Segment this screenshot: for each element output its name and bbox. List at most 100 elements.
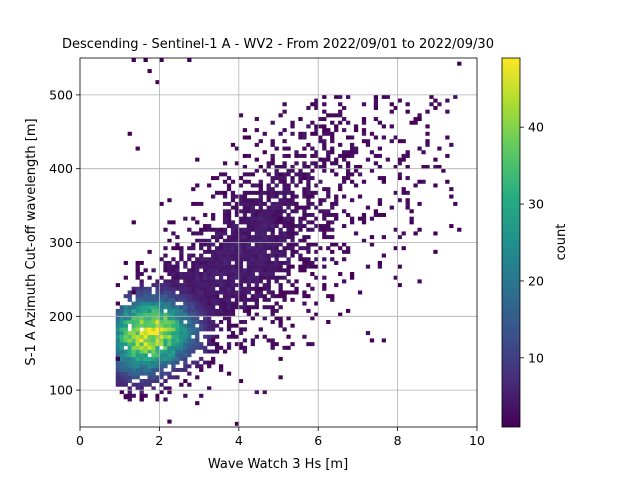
heatmap-cell — [175, 308, 180, 313]
heatmap-cell — [222, 279, 228, 284]
heatmap-cell — [266, 183, 271, 188]
heatmap-cell — [163, 371, 168, 376]
colorbar-gradient — [501, 57, 521, 428]
heatmap-cell — [397, 157, 402, 162]
heatmap-cell — [115, 382, 120, 387]
heatmap-cell — [266, 238, 271, 243]
heatmap-cell — [334, 201, 339, 206]
heatmap-cell — [199, 227, 204, 232]
heatmap-cell — [322, 109, 327, 114]
heatmap-cell — [203, 345, 208, 350]
heatmap-cell — [389, 139, 394, 144]
heatmap-cell — [250, 201, 255, 206]
heatmap-cell — [274, 212, 279, 217]
heatmap-cell — [242, 305, 248, 310]
heatmap-cell — [218, 286, 224, 291]
heatmap-cell — [226, 316, 232, 321]
heatmap-cell — [345, 161, 351, 166]
heatmap-cell — [135, 360, 140, 365]
heatmap-cell — [226, 257, 232, 262]
heatmap-cell — [167, 272, 172, 277]
heatmap-cell — [203, 301, 208, 306]
heatmap-cell — [298, 220, 303, 225]
heatmap-cell — [131, 382, 136, 387]
heatmap-cell — [254, 212, 259, 217]
heatmap-cell — [338, 109, 343, 114]
heatmap-cell — [322, 231, 327, 236]
heatmap-cell — [155, 345, 160, 350]
heatmap-cell — [226, 286, 232, 291]
heatmap-cell — [258, 238, 263, 243]
heatmap-cell — [159, 283, 164, 288]
heatmap-cell — [258, 246, 263, 251]
heatmap-cell — [254, 301, 259, 306]
heatmap-cell — [238, 209, 244, 214]
heatmap-cell — [322, 139, 327, 144]
heatmap-cell — [171, 231, 176, 236]
heatmap-cell — [306, 283, 311, 288]
heatmap-cell — [262, 220, 267, 225]
heatmap-cell — [330, 150, 335, 155]
heatmap-cell — [131, 360, 136, 365]
heatmap-cell — [218, 275, 224, 280]
heatmap-cell — [290, 323, 295, 328]
heatmap-cell — [115, 375, 120, 380]
heatmap-cell — [254, 238, 259, 243]
heatmap-cell — [290, 342, 295, 347]
heatmap-cell — [282, 235, 287, 240]
heatmap-cell — [203, 360, 208, 365]
heatmap-cell — [286, 290, 291, 295]
heatmap-cell — [302, 235, 307, 240]
heatmap-cell — [254, 312, 259, 317]
heatmap-cell — [175, 334, 180, 339]
heatmap-cell — [183, 312, 188, 317]
heatmap-cell — [361, 117, 367, 122]
heatmap-cell — [214, 227, 220, 232]
heatmap-cell — [286, 168, 291, 173]
heatmap-cell — [159, 294, 164, 299]
heatmap-cell — [349, 272, 355, 277]
heatmap-cell — [191, 275, 196, 280]
heatmap-cell — [254, 297, 259, 302]
heatmap-cell — [175, 360, 180, 365]
heatmap-cell — [266, 275, 271, 280]
heatmap-cell — [353, 124, 359, 129]
heatmap-cell — [266, 212, 271, 217]
heatmap-cell — [310, 161, 315, 166]
heatmap-cell — [326, 212, 331, 217]
heatmap-cell — [290, 253, 295, 258]
heatmap-cell — [433, 231, 438, 236]
heatmap-cell — [218, 268, 224, 273]
heatmap-cell — [187, 353, 192, 358]
heatmap-cell — [254, 268, 259, 273]
heatmap-cell — [167, 375, 172, 380]
heatmap-cell — [135, 264, 140, 269]
heatmap-cell — [250, 268, 255, 273]
heatmap-cell — [345, 168, 351, 173]
heatmap-cell — [175, 268, 180, 273]
heatmap-cell — [322, 216, 327, 221]
heatmap-cell — [373, 161, 379, 166]
heatmap-cell — [195, 257, 200, 262]
heatmap-cell — [254, 190, 259, 195]
heatmap-cell — [211, 194, 216, 199]
heatmap-cell — [282, 231, 287, 236]
heatmap-cell — [207, 386, 212, 391]
heatmap-cell — [214, 246, 220, 251]
heatmap-cell — [214, 190, 220, 195]
heatmap-cell — [270, 220, 275, 225]
heatmap-cell — [214, 176, 220, 181]
heatmap-cell — [183, 360, 188, 365]
heatmap-cell — [159, 257, 164, 262]
heatmap-cell — [179, 257, 184, 262]
heatmap-cell — [131, 327, 136, 332]
heatmap-cell — [211, 327, 216, 332]
heatmap-cell — [195, 375, 200, 380]
heatmap-cell — [270, 268, 275, 273]
heatmap-cell — [254, 117, 259, 122]
heatmap-cell — [151, 379, 156, 384]
heatmap-cell — [326, 153, 331, 158]
heatmap-cell — [290, 238, 295, 243]
heatmap-cell — [230, 275, 236, 280]
